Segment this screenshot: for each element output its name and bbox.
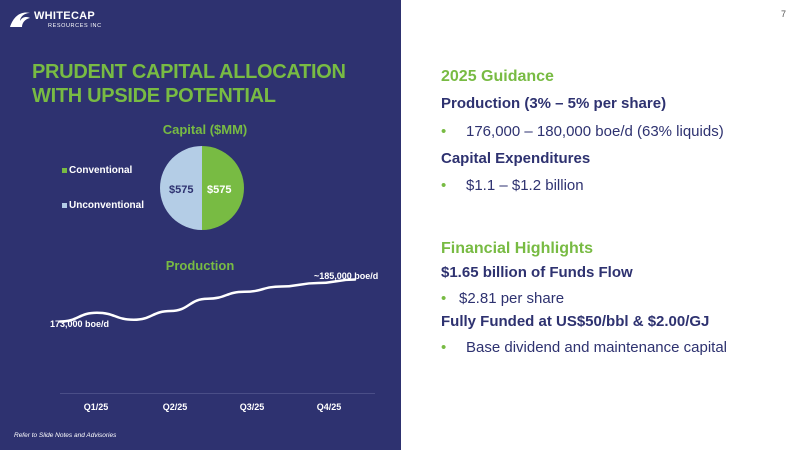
pie-slice-conventional: [202, 146, 244, 230]
bullet-icon: •: [441, 290, 447, 307]
whitecap-logo: WHITECAP RESOURCES INC: [8, 7, 118, 35]
pie-label-conventional: $575: [207, 184, 232, 196]
guidance-heading: 2025 Guidance: [441, 68, 554, 85]
production-bullet-text: 176,000 – 180,000 boe/d (63% liquids): [466, 123, 724, 140]
footnote: Refer to Slide Notes and Advisories: [14, 432, 117, 439]
capex-bullet-text: $1.1 – $1.2 billion: [466, 177, 584, 194]
bullet-icon: •: [441, 339, 447, 356]
tick-label-q4: Q4/25: [316, 402, 342, 412]
wave-icon: [10, 12, 30, 27]
dividend-bullet-text: Base dividend and maintenance capital: [466, 339, 728, 356]
legend-swatch-conventional: [62, 167, 67, 173]
slide-title: PRUDENT CAPITAL ALLOCATION WITH UPSIDE P…: [32, 60, 372, 108]
slide-title-line-1: PRUDENT CAPITAL ALLOCATION: [32, 61, 346, 83]
per-share-bullet-text: $2.81 per share: [459, 290, 565, 307]
pie-legend-item-unconventional: Unconventional: [62, 200, 172, 211]
tick-label-q3: Q3/25: [239, 402, 265, 412]
pie-legend-item-conventional: Conventional: [62, 165, 172, 176]
left-panel: WHITECAP RESOURCES INC PRUDENT CAPITAL A…: [0, 0, 401, 450]
logo-tagline: RESOURCES INC: [48, 23, 102, 29]
tick-label-q1: Q1/25: [83, 402, 109, 412]
right-panel: 7 2025 Guidance Production (3% – 5% per …: [401, 0, 800, 450]
x-axis-line: [60, 393, 375, 394]
fully-funded-subheading: Fully Funded at US$50/bbl & $2.00/GJ: [441, 313, 710, 330]
legend-label-conventional: Conventional: [69, 165, 133, 176]
pie-label-unconventional: $575: [169, 184, 194, 196]
legend-label-unconventional: Unconventional: [69, 200, 145, 211]
page-number: 7: [780, 9, 786, 19]
pie-chart-title: Capital ($MM): [162, 122, 248, 137]
tick-label-q2: Q2/25: [162, 402, 188, 412]
legend-swatch-unconventional: [62, 202, 67, 208]
funds-flow-subheading: $1.65 billion of Funds Flow: [441, 264, 633, 281]
production-series-line: [58, 278, 357, 323]
production-subheading: Production (3% – 5% per share): [441, 95, 667, 112]
production-line-chart: [58, 278, 357, 323]
capex-subheading: Capital Expenditures: [441, 150, 591, 167]
bullet-icon: •: [441, 123, 447, 140]
bullet-icon: •: [441, 177, 447, 194]
pie-slice-unconventional: [160, 146, 202, 230]
production-end-label: ~185,000 boe/d: [314, 271, 379, 281]
capital-pie-chart: [160, 146, 244, 230]
slide-title-line-2: WITH UPSIDE POTENTIAL: [32, 85, 276, 107]
financial-heading: Financial Highlights: [441, 240, 594, 257]
logo-name: WHITECAP: [34, 10, 96, 22]
production-start-label: 173,000 boe/d: [50, 319, 110, 329]
production-chart-title: Production: [165, 258, 235, 273]
